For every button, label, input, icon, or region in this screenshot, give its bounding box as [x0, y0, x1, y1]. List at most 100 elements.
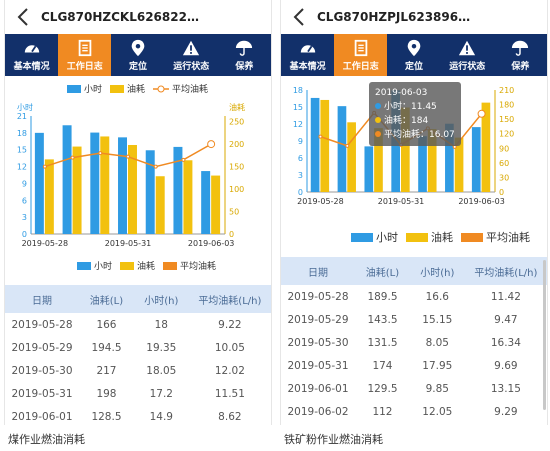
dot-icon: [375, 103, 381, 109]
tab-running-status[interactable]: 运行状态: [441, 34, 494, 76]
point-avg: [98, 151, 103, 156]
umbrella-icon: [512, 40, 529, 56]
tooltip-avg: 平均油耗：16.07: [375, 128, 455, 142]
bar-fuel: [128, 144, 137, 234]
y-tick-right: 100: [229, 185, 244, 194]
table-cell: 17.2: [149, 387, 173, 400]
table-cell: 9.69: [494, 359, 518, 372]
bar-fuel: [44, 159, 54, 234]
table-row[interactable]: 2019-06-01 129.5 9.85 13.15: [281, 377, 547, 400]
table-cell: 129.5: [367, 382, 398, 395]
legend-hours[interactable]: 小时: [67, 82, 102, 95]
table-row[interactable]: 2019-05-30 217 18.05 12.02: [5, 359, 271, 382]
table-row[interactable]: 2019-06-02 112 12.05 9.29: [281, 400, 547, 423]
bar-fuel: [100, 136, 110, 234]
chevron-left-icon: [17, 8, 28, 26]
legend-swatch: [110, 84, 125, 93]
tab-work-log[interactable]: 工作日志: [58, 34, 112, 76]
y-tick-left: 9: [22, 179, 27, 188]
y-tick-left: 12: [293, 120, 303, 129]
table-row[interactable]: 2019-05-31 198 17.2 11.51: [5, 382, 271, 405]
back-button[interactable]: [281, 0, 317, 34]
table-header: 日期 油耗(L) 小时(h) 平均油耗(L/h): [5, 285, 271, 313]
y-tick-left: 0: [298, 188, 303, 197]
y-tick-right: 120: [499, 130, 514, 139]
tab-label: 定位: [129, 61, 148, 72]
back-button[interactable]: [5, 0, 41, 34]
tab-location[interactable]: 定位: [111, 34, 164, 76]
fuel-chart: 小时 油耗 0 3 6 9 12 15 18 21 0 50 100 150 200 250 2019-05-2…: [17, 102, 245, 248]
point-avg: [345, 143, 350, 148]
legend-fuel[interactable]: 油耗: [406, 229, 453, 245]
y-tick-right: 90: [499, 144, 509, 153]
legend-hours[interactable]: 小时: [351, 229, 398, 245]
table-cell: 12.02: [214, 364, 245, 377]
table-body: 2019-05-28 166 18 9.22 2019-05-29 194.5 19.35 1…: [5, 313, 271, 425]
table-row[interactable]: 2019-05-28 166 18 9.22: [5, 313, 271, 336]
legend-avg[interactable]: 平均油耗: [461, 229, 530, 245]
legend-hours[interactable]: 小时: [77, 259, 112, 272]
tab-maintenance[interactable]: 保养: [218, 34, 271, 76]
table-row[interactable]: 2019-05-30 131.5 8.05 16.34: [281, 331, 547, 354]
tab-basic-info[interactable]: 基本情况: [281, 34, 334, 76]
chart-tooltip: 2019-06-03 小时：11.45 油耗：184 平均油耗：16.07: [369, 82, 461, 146]
legend-swatch: [461, 232, 483, 242]
y-tick-left: 18: [17, 129, 27, 138]
tab-label: 运行状态: [449, 61, 486, 72]
top-bar: CLG870HZPJL623896…: [281, 0, 547, 34]
caption-left: 煤作业燃油消耗: [8, 433, 85, 446]
table-cell: 128.5: [91, 410, 122, 423]
warning-icon: [183, 40, 200, 55]
y-tick-right: 150: [499, 115, 514, 124]
table-cell: 14.9: [149, 410, 173, 423]
table-row[interactable]: 2019-05-28 189.5 16.6 11.42: [281, 285, 547, 308]
tab-basic-info[interactable]: 基本情况: [5, 34, 58, 76]
column-header: 小时(h): [144, 295, 179, 307]
bar-fuel: [374, 128, 383, 192]
tooltip-fuel: 油耗：184: [375, 114, 455, 128]
document-icon: [354, 39, 368, 56]
table-cell: 2019-06-01: [11, 410, 73, 423]
tab-bar: 基本情况 工作日志 定位 运行状态 保养: [5, 34, 271, 76]
y-tick-right: 60: [499, 159, 509, 168]
tab-maintenance[interactable]: 保养: [494, 34, 547, 76]
table-row[interactable]: 2019-05-29 143.5 15.15 9.47: [281, 308, 547, 331]
scrollbar[interactable]: [543, 260, 546, 410]
table-cell: 17.95: [422, 359, 453, 372]
tab-running-status[interactable]: 运行状态: [165, 34, 218, 76]
x-tick-label: 2019-05-31: [378, 197, 425, 206]
table-row[interactable]: 2019-05-31 174 17.95 9.69: [281, 354, 547, 377]
column-header: 日期: [32, 295, 53, 307]
tooltip-date: 2019-06-03: [375, 88, 428, 98]
legend-swatch: [351, 232, 373, 242]
table-cell: 112: [372, 405, 393, 418]
tab-work-log[interactable]: 工作日志: [334, 34, 388, 76]
table-cell: 194.5: [91, 341, 122, 354]
y-tick-right: 0: [229, 230, 234, 239]
x-tick-label: 2019-06-03: [188, 239, 235, 248]
bar-fuel: [72, 146, 82, 234]
legend-fuel[interactable]: 油耗: [110, 82, 145, 95]
legend-label: 小时: [84, 85, 103, 95]
tab-location[interactable]: 定位: [387, 34, 440, 76]
bar-hours: [173, 146, 183, 234]
tab-label: 工作日志: [342, 61, 379, 72]
tab-bar: 基本情况 工作日志 定位 运行状态 保养: [281, 34, 547, 76]
bar-hours: [145, 150, 155, 234]
caption-right: 铁矿粉作业燃油消耗: [284, 433, 383, 446]
y-axis-left-label: 小时: [17, 102, 33, 112]
legend-avg[interactable]: 平均油耗: [153, 82, 208, 95]
bar-hours: [118, 137, 127, 234]
legend-fuel[interactable]: 油耗: [120, 259, 155, 272]
legend-avg[interactable]: 平均油耗: [163, 259, 216, 272]
point-avg: [42, 164, 47, 169]
point-avg: [153, 164, 158, 169]
table-cell: 18.05: [146, 364, 177, 377]
table-row[interactable]: 2019-05-29 194.5 19.35 10.05: [5, 336, 271, 359]
table-row[interactable]: 2019-06-01 128.5 14.9 8.62: [5, 405, 271, 425]
legend-label: 平均油耗: [180, 262, 217, 272]
table-cell: 166: [96, 318, 117, 331]
bar-hours: [337, 106, 347, 192]
bar-fuel: [320, 99, 330, 192]
